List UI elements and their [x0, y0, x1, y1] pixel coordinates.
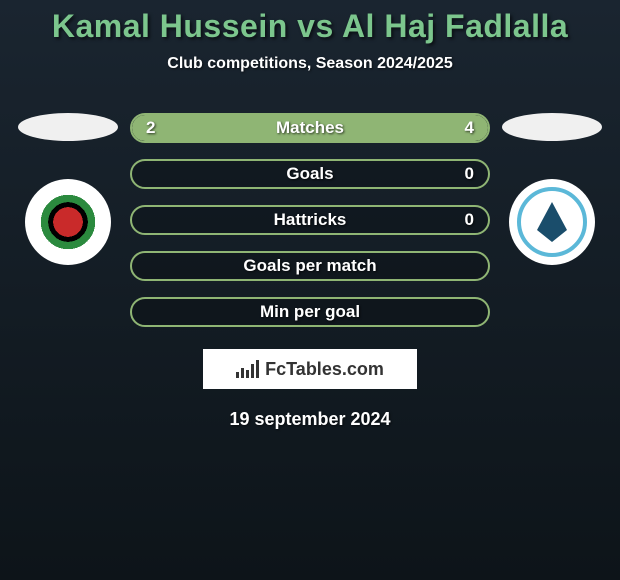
stat-row-matches: 2 Matches 4 — [130, 113, 490, 143]
stats-column: 2 Matches 4 Goals 0 Hattricks 0 — [130, 113, 490, 343]
stat-row-goals-per-match: Goals per match — [130, 251, 490, 281]
player-left-avatar — [18, 113, 118, 141]
player-right-column — [502, 113, 602, 265]
stat-label: Goals — [132, 164, 488, 184]
stat-value-left: 2 — [146, 118, 155, 138]
player-left-column — [18, 113, 118, 265]
main-row: 2 Matches 4 Goals 0 Hattricks 0 — [0, 113, 620, 343]
stat-value-right: 0 — [465, 210, 474, 230]
stat-label: Hattricks — [132, 210, 488, 230]
club-badge-left-icon — [33, 187, 103, 257]
stat-row-hattricks: Hattricks 0 — [130, 205, 490, 235]
stat-label: Goals per match — [132, 256, 488, 276]
club-badge-right — [509, 179, 595, 265]
stat-fill-right — [249, 115, 488, 141]
stat-label: Min per goal — [132, 302, 488, 322]
date-label: 19 september 2024 — [0, 409, 620, 430]
stat-row-goals: Goals 0 — [130, 159, 490, 189]
page-title: Kamal Hussein vs Al Haj Fadlalla — [0, 8, 620, 45]
infographic-container: Kamal Hussein vs Al Haj Fadlalla Club co… — [0, 0, 620, 430]
stat-value-right: 0 — [465, 164, 474, 184]
site-logo: FcTables.com — [203, 349, 417, 389]
logo-text: FcTables.com — [265, 359, 384, 380]
stat-value-right: 4 — [465, 118, 474, 138]
stat-row-min-per-goal: Min per goal — [130, 297, 490, 327]
player-right-avatar — [502, 113, 602, 141]
club-badge-right-icon — [517, 187, 587, 257]
bar-chart-icon — [236, 360, 259, 378]
subtitle: Club competitions, Season 2024/2025 — [0, 55, 620, 73]
club-badge-left — [25, 179, 111, 265]
